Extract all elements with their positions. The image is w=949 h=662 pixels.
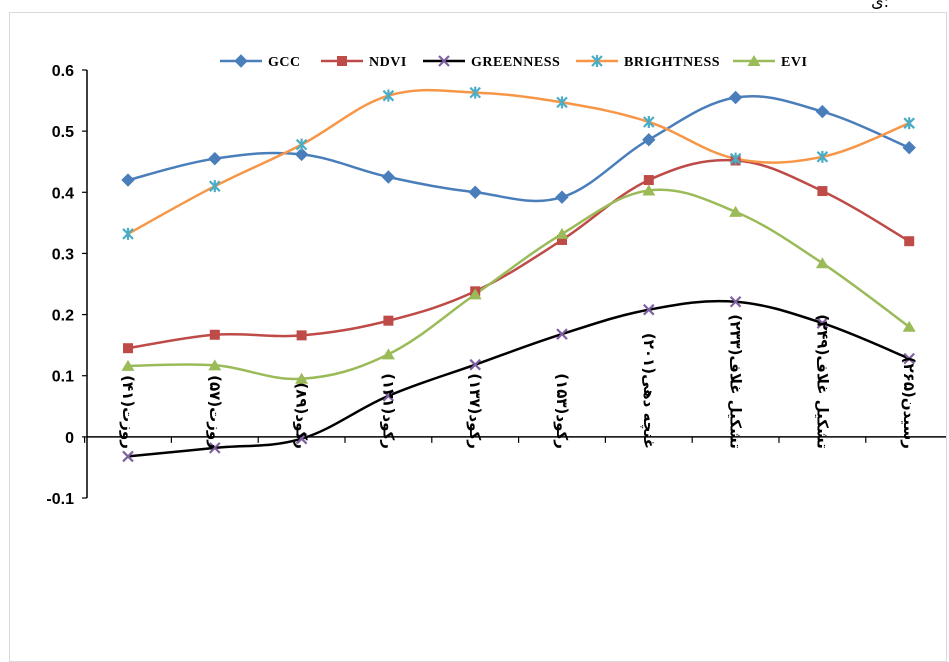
marker-brightness-3 <box>382 89 395 102</box>
legend-marker-brightness <box>591 55 603 67</box>
series-line-evi <box>127 188 910 381</box>
legend-marker-greenness <box>438 55 450 67</box>
y-tick-label-7: 0.6 <box>52 63 74 80</box>
marker-greenness-6 <box>643 303 655 316</box>
marker-brightness-9 <box>903 117 915 130</box>
x-tick-label-8: تشکیل غلاف(۲۴۹) <box>813 314 831 449</box>
marker-evi-5 <box>555 227 569 239</box>
marker-evi-7 <box>729 205 743 217</box>
marker-ndvi-6 <box>643 175 654 186</box>
marker-gcc-8 <box>815 104 830 119</box>
y-tick-label-2: 0.1 <box>52 369 74 386</box>
marker-gcc-4 <box>468 185 482 199</box>
legend: GCC NDVI GREENNESS BRIGHTNESS EVI <box>220 54 807 70</box>
marker-brightness-1 <box>209 180 221 193</box>
marker-ndvi-8 <box>817 186 828 197</box>
marker-brightness-5 <box>556 96 568 109</box>
y-tick-labels: -0.1 0 0.1 0.2 0.3 0.4 0.5 0.6 <box>46 63 74 508</box>
line-chart: -0.1 0 0.1 0.2 0.3 0.4 0.5 0.6 روزت(۴۱) روزت(۵۷)… <box>46 54 946 508</box>
legend-marker-gcc <box>234 54 248 68</box>
x-tick-label-3: رکود(۱۲۱) <box>379 373 397 449</box>
marker-gcc-6 <box>642 132 656 147</box>
y-tick-label-4: 0.3 <box>52 246 74 263</box>
marker-evi-1 <box>208 359 222 371</box>
x-tick-label-6: غنچه دهی(۲۰۱) <box>639 333 658 449</box>
legend-entry-greenness: GREENNESS <box>423 55 560 70</box>
marker-ndvi-2 <box>296 330 307 341</box>
marker-gcc-3 <box>381 170 396 184</box>
y-tick-label-0: -0.1 <box>46 491 74 508</box>
y-tick-label-6: 0.5 <box>52 124 74 141</box>
x-tick-label-1: روزت(۵۷) <box>206 375 224 449</box>
series-line-greenness <box>127 299 910 458</box>
legend-entry-evi: EVI <box>733 55 807 70</box>
legend-marker-ndvi <box>337 56 347 66</box>
marker-evi-8 <box>815 257 829 269</box>
legend-marker-evi <box>747 55 761 66</box>
x-tick-label-7: تشکیل غلاف(۲۳۳) <box>727 314 745 449</box>
marker-greenness-9 <box>903 352 915 365</box>
legend-label-gcc: GCC <box>268 55 301 70</box>
x-tick-label-5: رکود(۱۵۳) <box>553 373 571 449</box>
marker-evi-9 <box>902 320 916 332</box>
series-lines <box>127 88 910 458</box>
marker-ndvi-5 <box>557 234 567 245</box>
series-markers <box>121 86 916 463</box>
y-tick-label-3: 0.2 <box>52 308 74 325</box>
marker-greenness-1 <box>209 442 221 454</box>
marker-gcc-2 <box>294 147 309 162</box>
axes <box>82 69 946 499</box>
legend-entry-brightness: BRIGHTNESS <box>576 55 720 70</box>
x-tick-label-2: رکود(۸۹) <box>293 382 311 449</box>
series-line-ndvi <box>127 158 910 350</box>
marker-evi-2 <box>295 372 309 384</box>
marker-gcc-5 <box>555 190 569 204</box>
y-tick-label-5: 0.4 <box>52 185 74 202</box>
legend-label-evi: EVI <box>781 55 807 70</box>
marker-ndvi-9 <box>904 236 915 247</box>
series-line-brightness <box>127 88 910 235</box>
chart-frame: -0.1 0 0.1 0.2 0.3 0.4 0.5 0.6 روزت(۴۱) روزت(۵۷)… <box>9 12 947 662</box>
series-line-gcc <box>127 94 910 203</box>
marker-brightness-4 <box>469 86 481 99</box>
marker-ndvi-1 <box>209 329 220 340</box>
marker-ndvi-0 <box>123 343 133 354</box>
marker-brightness-6 <box>643 115 655 128</box>
marker-evi-4 <box>468 288 482 300</box>
marker-brightness-0 <box>122 227 134 240</box>
corner-text: ی: <box>871 0 889 11</box>
marker-evi-0 <box>121 359 135 371</box>
x-tick-label-0: روزت(۴۱) <box>119 375 137 449</box>
marker-gcc-0 <box>121 173 135 187</box>
marker-greenness-5 <box>556 328 568 340</box>
legend-label-greenness: GREENNESS <box>471 55 560 70</box>
marker-greenness-4 <box>469 358 481 371</box>
x-tick-label-4: رکود(۱۳۷) <box>466 373 484 449</box>
marker-brightness-2 <box>295 138 308 151</box>
marker-greenness-3 <box>382 390 395 402</box>
x-tick-label-9: رسیدن(۲۶۵) <box>900 357 918 449</box>
marker-ndvi-3 <box>383 315 394 326</box>
marker-gcc-7 <box>728 90 743 105</box>
marker-brightness-7 <box>729 152 742 165</box>
y-tick-label-1: 0 <box>65 430 74 447</box>
marker-greenness-7 <box>729 295 742 308</box>
marker-gcc-1 <box>208 151 222 166</box>
legend-entry-ndvi: NDVI <box>321 55 407 70</box>
legend-entry-gcc: GCC <box>220 54 301 70</box>
legend-label-brightness: BRIGHTNESS <box>624 55 720 70</box>
marker-greenness-8 <box>816 317 829 329</box>
marker-greenness-2 <box>295 432 308 445</box>
marker-greenness-0 <box>122 450 134 463</box>
marker-gcc-9 <box>902 140 916 155</box>
marker-evi-6 <box>642 184 656 196</box>
marker-brightness-8 <box>816 150 829 163</box>
marker-evi-3 <box>381 348 395 360</box>
legend-label-ndvi: NDVI <box>369 55 407 70</box>
x-tick-labels: روزت(۴۱) روزت(۵۷) رکود(۸۹) رکود(۱۲۱) رکود(۱۳… <box>119 314 918 449</box>
